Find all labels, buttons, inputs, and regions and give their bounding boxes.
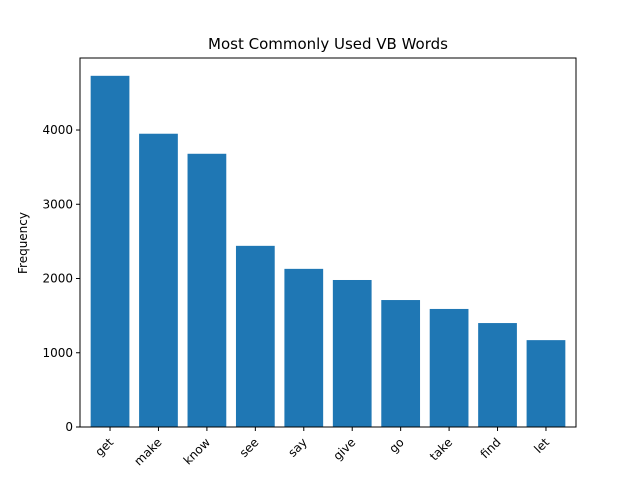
bar-let (526, 340, 566, 427)
y-tick-label-0: 0 (65, 420, 73, 434)
bar-make (139, 133, 178, 427)
y-tick-label-2000: 2000 (42, 272, 73, 286)
x-tick-label-make: make (131, 435, 164, 468)
bar-take (429, 308, 469, 427)
plot-area-frame (79, 57, 577, 428)
x-tick-label-know: know (181, 435, 213, 467)
x-tick-label-see: see (237, 435, 262, 460)
x-tick-label-say: say (285, 435, 310, 460)
bar-get (90, 75, 130, 428)
bars (90, 75, 566, 428)
x-tick-label-find: find (478, 435, 504, 461)
y-tick-label-4000: 4000 (42, 123, 73, 137)
bar-know (187, 153, 227, 427)
x-tick-label-go: go (386, 435, 406, 455)
chart-title: Most Commonly Used VB Words (208, 35, 448, 53)
bar-say (284, 268, 324, 427)
x-tick-label-get: get (92, 435, 116, 459)
x-tick-label-give: give (330, 435, 358, 463)
y-tick-label-3000: 3000 (42, 197, 73, 211)
bar-give (332, 279, 372, 427)
bar-see (235, 245, 275, 427)
bar-go (381, 300, 421, 427)
bar-find (478, 323, 517, 427)
x-tick-label-take: take (427, 435, 455, 463)
y-axis-label: Frequency (16, 212, 30, 274)
y-tick-label-1000: 1000 (42, 346, 73, 360)
x-tick-label-let: let (531, 435, 552, 456)
